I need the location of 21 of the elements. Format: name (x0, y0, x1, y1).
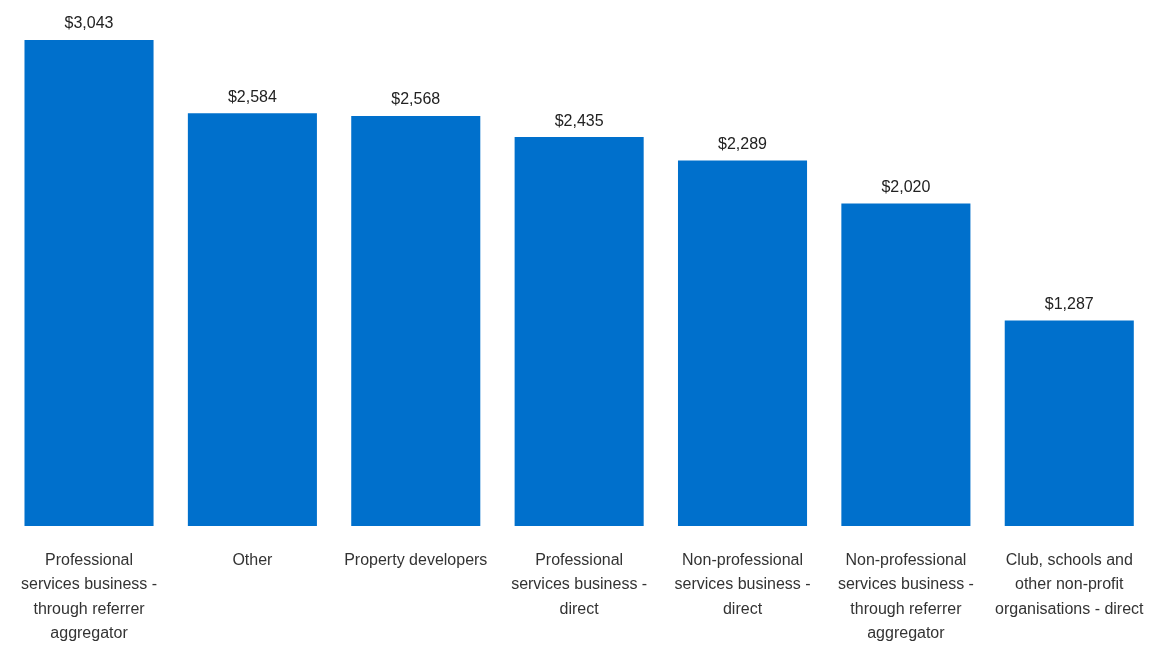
data-label: $2,568 (391, 90, 441, 108)
data-label: $2,435 (554, 111, 604, 129)
data-label: $2,584 (227, 87, 277, 105)
data-label: $2,289 (718, 134, 768, 152)
x-tick-label: Club, schools and other non-profit organisations - direct (995, 550, 1145, 617)
x-tick-label: Non-professional services business - direct (674, 550, 811, 617)
bar (351, 115, 481, 527)
x-tick-label: Other (232, 550, 274, 568)
bar (841, 203, 971, 527)
bar (514, 137, 644, 527)
bar (1004, 320, 1134, 527)
bar (24, 40, 154, 527)
bar (677, 160, 808, 527)
x-tick-label: Professional services business - through referrer aggregator (21, 550, 158, 642)
x-tick-label: Non-professional services business - through referrer aggregator (837, 550, 974, 642)
data-label: $1,287 (1044, 294, 1094, 312)
data-label: $3,043 (64, 14, 114, 32)
x-tick-label: Property developers (344, 550, 488, 568)
bar (187, 113, 317, 527)
x-tick-label: Professional services business - direct (511, 550, 648, 617)
data-label: $2,020 (881, 177, 931, 195)
